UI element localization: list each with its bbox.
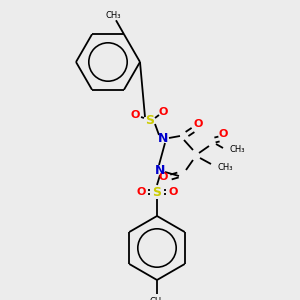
Text: O: O <box>136 187 146 197</box>
Text: N: N <box>158 131 168 145</box>
Text: CH₃: CH₃ <box>230 146 245 154</box>
Text: O: O <box>130 110 140 120</box>
Text: S: S <box>152 185 161 199</box>
Text: O: O <box>193 119 203 129</box>
Text: N: N <box>155 164 165 176</box>
Text: O: O <box>158 172 168 182</box>
Text: O: O <box>218 129 228 139</box>
Text: O: O <box>168 187 178 197</box>
Text: O: O <box>158 107 168 117</box>
Text: CH₃: CH₃ <box>217 164 233 172</box>
Text: S: S <box>146 113 154 127</box>
Text: CH₃: CH₃ <box>149 296 165 300</box>
Text: CH₃: CH₃ <box>105 11 121 20</box>
